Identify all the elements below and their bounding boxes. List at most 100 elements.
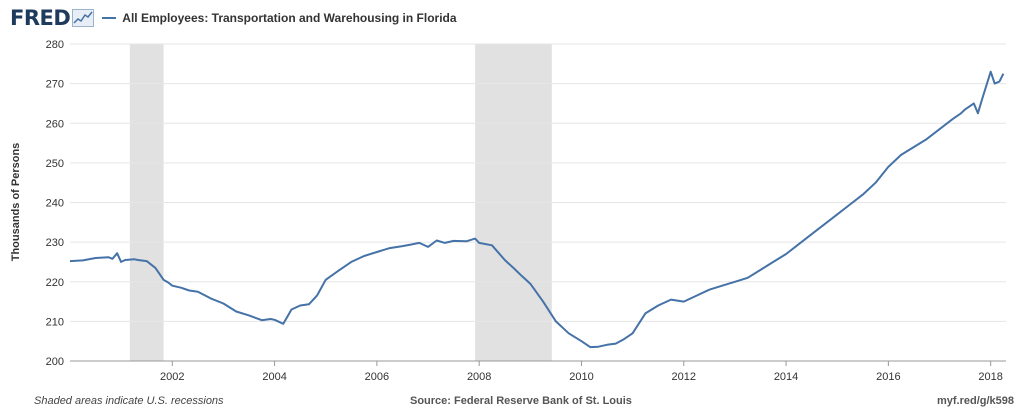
data-point[interactable] [195, 289, 200, 294]
data-point[interactable] [519, 273, 524, 278]
data-point[interactable] [605, 342, 610, 347]
data-point[interactable] [988, 69, 993, 74]
data-point[interactable] [170, 283, 175, 288]
data-point[interactable] [668, 297, 673, 302]
data-point[interactable] [400, 244, 405, 249]
data-point[interactable] [115, 251, 120, 256]
x-tick-label-2010: 2010 [569, 371, 593, 383]
data-point[interactable] [963, 107, 968, 112]
y-axis-label: Thousands of Persons [10, 143, 22, 262]
series-line-1[interactable] [69, 70, 1005, 349]
data-point[interactable] [707, 287, 712, 292]
data-point[interactable] [477, 240, 482, 245]
data-point[interactable] [247, 313, 252, 318]
data-point[interactable] [758, 267, 763, 272]
data-point[interactable] [596, 344, 601, 349]
data-point[interactable] [473, 236, 478, 241]
data-point[interactable] [997, 79, 1002, 84]
data-point[interactable] [434, 238, 439, 243]
data-point[interactable] [323, 277, 328, 282]
data-point[interactable] [975, 111, 980, 116]
data-point[interactable] [553, 319, 558, 324]
data-point[interactable] [123, 257, 128, 262]
data-point[interactable] [630, 331, 635, 336]
data-point[interactable] [566, 331, 571, 336]
data-point[interactable] [315, 293, 320, 298]
data-point[interactable] [362, 253, 367, 258]
data-point[interactable] [720, 283, 725, 288]
data-point[interactable] [958, 111, 963, 116]
data-point[interactable] [771, 259, 776, 264]
data-point[interactable] [298, 303, 303, 308]
data-point[interactable] [643, 311, 648, 316]
data-point[interactable] [409, 242, 414, 247]
series-layer [68, 69, 1006, 350]
data-point[interactable] [289, 307, 294, 312]
data-point[interactable] [442, 240, 447, 245]
data-point[interactable] [656, 303, 661, 308]
data-point[interactable] [528, 281, 533, 286]
data-point[interactable] [306, 302, 311, 307]
data-point[interactable] [417, 240, 422, 245]
data-point[interactable] [621, 337, 626, 342]
data-point[interactable] [93, 255, 98, 260]
data-point[interactable] [971, 101, 976, 106]
data-point[interactable] [144, 259, 149, 264]
data-point[interactable] [860, 192, 865, 197]
data-point[interactable] [1001, 71, 1006, 76]
data-point[interactable] [349, 259, 354, 264]
y-tick-label-270: 270 [46, 79, 64, 91]
data-point[interactable] [426, 244, 431, 249]
data-point[interactable] [110, 256, 115, 261]
data-point[interactable] [272, 317, 277, 322]
data-point[interactable] [221, 301, 226, 306]
data-point[interactable] [541, 299, 546, 304]
data-point[interactable] [234, 309, 239, 314]
data-point[interactable] [835, 212, 840, 217]
data-point[interactable] [136, 257, 141, 262]
chart-footer: Shaded areas indicate U.S. recessions So… [0, 392, 1024, 412]
data-point[interactable] [464, 239, 469, 244]
data-point[interactable] [80, 258, 85, 263]
data-point[interactable] [873, 180, 878, 185]
data-point[interactable] [899, 152, 904, 157]
data-point[interactable] [489, 243, 494, 248]
data-point[interactable] [694, 293, 699, 298]
data-point[interactable] [374, 250, 379, 255]
data-point[interactable] [848, 202, 853, 207]
data-point[interactable] [796, 242, 801, 247]
series-title[interactable]: All Employees: Transportation and Wareho… [122, 11, 457, 25]
data-point[interactable] [950, 117, 955, 122]
data-point[interactable] [924, 137, 929, 142]
data-point[interactable] [992, 81, 997, 86]
data-point[interactable] [732, 279, 737, 284]
short-link[interactable]: myf.red/g/k598 [936, 395, 1014, 407]
y-tick-label-230: 230 [46, 237, 64, 249]
data-point[interactable] [68, 259, 73, 264]
data-point[interactable] [588, 345, 593, 350]
data-point[interactable] [886, 164, 891, 169]
data-point[interactable] [613, 341, 618, 346]
data-point[interactable] [579, 339, 584, 344]
data-point[interactable] [387, 246, 392, 251]
data-point[interactable] [822, 222, 827, 227]
data-point[interactable] [809, 232, 814, 237]
data-point[interactable] [208, 296, 213, 301]
data-point[interactable] [161, 277, 166, 282]
data-point[interactable] [502, 257, 507, 262]
data-point[interactable] [979, 97, 984, 102]
data-point[interactable] [259, 318, 264, 323]
data-point[interactable] [281, 321, 286, 326]
data-point[interactable] [187, 288, 192, 293]
data-point[interactable] [336, 268, 341, 273]
data-point[interactable] [511, 265, 516, 270]
data-point[interactable] [784, 252, 789, 257]
data-point[interactable] [937, 127, 942, 132]
data-point[interactable] [451, 238, 456, 243]
data-point[interactable] [153, 265, 158, 270]
data-point[interactable] [911, 145, 916, 150]
data-point[interactable] [178, 285, 183, 290]
data-point[interactable] [681, 299, 686, 304]
data-point[interactable] [166, 280, 171, 285]
data-point[interactable] [745, 275, 750, 280]
